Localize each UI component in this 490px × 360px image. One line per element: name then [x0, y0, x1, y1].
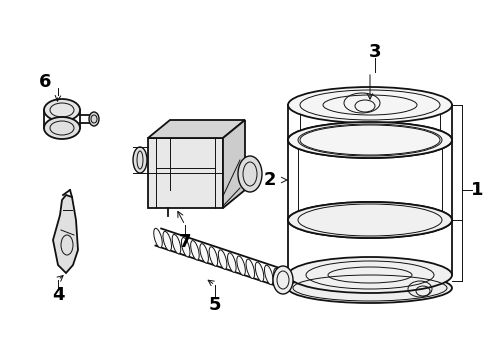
Polygon shape	[53, 195, 78, 273]
Ellipse shape	[172, 234, 181, 254]
Text: 5: 5	[209, 296, 221, 314]
Ellipse shape	[219, 250, 227, 269]
Ellipse shape	[191, 240, 199, 260]
Ellipse shape	[255, 262, 264, 282]
Ellipse shape	[237, 256, 245, 275]
Polygon shape	[148, 120, 245, 138]
Ellipse shape	[154, 228, 162, 248]
Text: 1: 1	[471, 181, 483, 199]
Ellipse shape	[288, 257, 452, 293]
Ellipse shape	[288, 87, 452, 123]
Ellipse shape	[288, 202, 452, 238]
Ellipse shape	[209, 247, 218, 266]
Ellipse shape	[227, 253, 236, 272]
Ellipse shape	[288, 202, 452, 238]
Ellipse shape	[44, 117, 80, 139]
Polygon shape	[148, 138, 223, 208]
Ellipse shape	[89, 112, 99, 126]
Ellipse shape	[181, 238, 190, 257]
Text: 7: 7	[179, 233, 191, 251]
Ellipse shape	[274, 268, 282, 288]
Text: 4: 4	[52, 286, 64, 304]
Ellipse shape	[163, 231, 172, 251]
Ellipse shape	[133, 147, 147, 173]
Ellipse shape	[44, 99, 80, 121]
Ellipse shape	[288, 122, 452, 158]
Ellipse shape	[273, 266, 293, 294]
Ellipse shape	[288, 122, 452, 158]
Ellipse shape	[238, 156, 262, 192]
Ellipse shape	[265, 265, 273, 285]
Text: 2: 2	[264, 171, 276, 189]
Ellipse shape	[288, 273, 452, 303]
Text: 6: 6	[39, 73, 51, 91]
Ellipse shape	[200, 244, 208, 263]
Polygon shape	[223, 120, 245, 208]
Text: 3: 3	[369, 43, 381, 61]
Ellipse shape	[246, 259, 255, 279]
